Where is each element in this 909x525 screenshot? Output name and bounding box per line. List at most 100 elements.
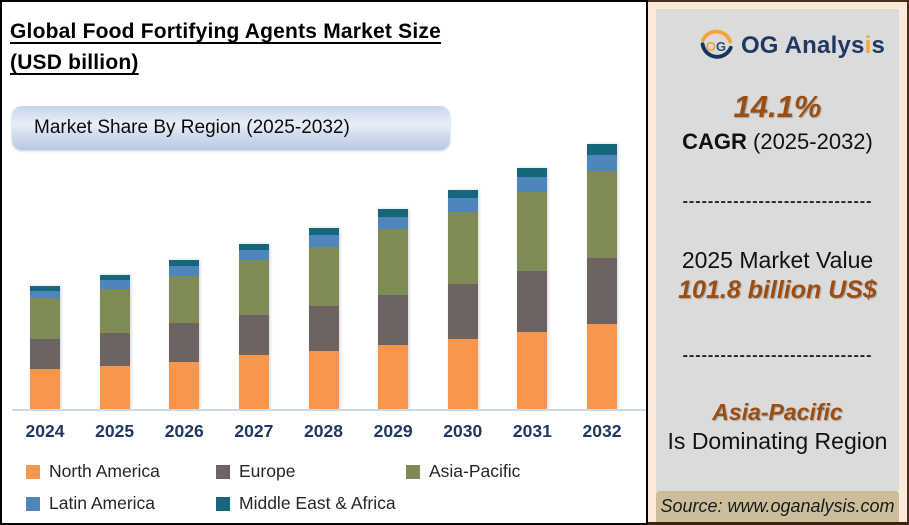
bar-segment-europe xyxy=(99,332,130,367)
bar-segment-middle-east-africa xyxy=(308,228,339,236)
bar-2028 xyxy=(308,228,339,409)
sidebar: OG OG Analysis 14.1% CAGR (2025-2032) --… xyxy=(648,0,909,525)
brand-name-pre: OG Analys xyxy=(740,32,865,59)
cagr-label-bold: CAGR xyxy=(682,129,747,154)
legend-item-north-america: North America xyxy=(26,461,216,482)
bar-segment-europe xyxy=(517,271,548,332)
dominating-region: Asia-Pacific xyxy=(712,399,843,425)
legend-item-europe: Europe xyxy=(216,461,406,482)
bar-2027 xyxy=(238,243,269,409)
source-footer: Source: www.oganalysis.com xyxy=(656,491,899,522)
svg-text:OG: OG xyxy=(706,39,726,54)
bar-segment-latin-america xyxy=(587,154,617,171)
bar-2026 xyxy=(169,260,200,409)
chart-title-line1: Global Food Fortifying Agents Market Siz… xyxy=(10,20,441,43)
bar-segment-latin-america xyxy=(238,250,269,261)
bar-2029 xyxy=(378,208,409,409)
chart-panel: Global Food Fortifying Agents Market Siz… xyxy=(0,0,648,525)
bar-segment-europe xyxy=(587,258,617,324)
legend-label-middle-east-africa: Middle East & Africa xyxy=(239,493,396,513)
year-label-2024: 2024 xyxy=(25,421,65,441)
bars-row xyxy=(30,124,617,409)
brand-name-accent: i xyxy=(864,32,872,59)
cagr-label: CAGR (2025-2032) xyxy=(682,129,873,155)
bar-segment-north-america xyxy=(517,331,548,409)
legend: North America Europe Asia-Pacific Latin Ame… xyxy=(26,461,520,514)
brand-name: OG Analysis xyxy=(741,32,885,60)
bar-segment-latin-america xyxy=(169,266,200,276)
legend-swatch-middle-east-africa xyxy=(216,496,230,511)
bar-segment-europe xyxy=(169,323,200,362)
bar-segment-middle-east-africa xyxy=(169,260,200,267)
legend-swatch-latin-america xyxy=(26,496,40,511)
bar-segment-middle-east-africa xyxy=(378,208,409,218)
sidebar-inner: OG OG Analysis 14.1% CAGR (2025-2032) --… xyxy=(656,9,899,491)
dominating-region-label: Is Dominating Region xyxy=(667,428,888,454)
cagr-value: 14.1% xyxy=(733,89,822,124)
year-label-2031: 2031 xyxy=(512,421,552,441)
bar-segment-north-america xyxy=(169,361,200,409)
bar-2025 xyxy=(99,274,130,409)
bar-segment-middle-east-africa xyxy=(517,167,548,178)
year-label-2027: 2027 xyxy=(234,421,274,441)
bar-segment-north-america xyxy=(447,339,478,409)
year-label-2032: 2032 xyxy=(582,421,622,441)
bar-segment-north-america xyxy=(587,323,617,409)
bar-segment-latin-america xyxy=(378,217,409,230)
market-value-label: 2025 Market Value xyxy=(681,247,874,273)
bar-2031 xyxy=(517,167,548,409)
bar-segment-europe xyxy=(308,305,339,351)
bar-segment-middle-east-africa xyxy=(238,243,269,251)
bar-segment-middle-east-africa xyxy=(587,143,617,155)
chart-title-line2: (USD billion) xyxy=(10,51,139,74)
bar-segment-north-america xyxy=(238,355,269,409)
divider-top: ------------------------------ xyxy=(682,193,873,210)
brand-name-post: s xyxy=(871,32,885,59)
legend-swatch-europe xyxy=(216,464,230,479)
bar-segment-north-america xyxy=(308,350,339,409)
bar-segment-europe xyxy=(238,315,269,356)
year-label-2025: 2025 xyxy=(95,421,135,441)
og-analysis-logo-icon: OG xyxy=(700,29,733,59)
bar-segment-asia-pacific xyxy=(99,288,130,333)
divider-bottom: ------------------------------ xyxy=(682,347,873,364)
chart-title: Global Food Fortifying Agents Market Siz… xyxy=(10,16,441,78)
bar-segment-middle-east-africa xyxy=(99,274,130,281)
bar-segment-asia-pacific xyxy=(30,298,60,340)
bar-segment-middle-east-africa xyxy=(447,189,478,199)
region-badge-label: Market Share By Region (2025-2032) xyxy=(34,117,350,138)
bar-segment-europe xyxy=(447,283,478,340)
bar-segment-asia-pacific xyxy=(447,211,478,284)
year-label-2029: 2029 xyxy=(373,421,413,441)
legend-item-asia-pacific: Asia-Pacific xyxy=(406,461,520,482)
legend-swatch-north-america xyxy=(26,464,40,479)
cagr-label-period: (2025-2032) xyxy=(746,129,873,154)
market-value: 101.8 billion US$ xyxy=(678,276,877,304)
bar-2030 xyxy=(447,189,478,409)
year-label-2030: 2030 xyxy=(443,421,483,441)
bar-segment-asia-pacific xyxy=(169,275,200,324)
bar-segment-latin-america xyxy=(30,290,60,299)
year-label-2026: 2026 xyxy=(164,421,204,441)
region-badge: Market Share By Region (2025-2032) xyxy=(12,106,450,150)
bar-segment-europe xyxy=(378,294,409,345)
bar-segment-asia-pacific xyxy=(587,170,617,259)
x-axis-line xyxy=(12,409,646,411)
bar-segment-europe xyxy=(30,339,60,370)
bar-segment-asia-pacific xyxy=(378,229,409,295)
bar-segment-middle-east-africa xyxy=(30,285,60,291)
bar-segment-asia-pacific xyxy=(238,260,269,316)
bar-segment-north-america xyxy=(99,366,130,409)
legend-label-north-america: North America xyxy=(49,461,160,481)
legend-item-middle-east-africa: Middle East & Africa xyxy=(216,493,406,514)
bar-segment-latin-america xyxy=(517,177,548,192)
year-label-2028: 2028 xyxy=(304,421,343,441)
year-labels-row: 2024 2025 2026 2027 2028 2029 2030 2031 2032 xyxy=(25,421,622,442)
bar-segment-latin-america xyxy=(447,198,478,212)
brand-logo: OG OG Analysis xyxy=(697,27,885,65)
legend-label-latin-america: Latin America xyxy=(49,493,156,513)
bar-segment-asia-pacific xyxy=(308,246,339,306)
source-text: Source: www.oganalysis.com xyxy=(660,496,895,516)
legend-label-asia-pacific: Asia-Pacific xyxy=(429,461,521,481)
legend-item-latin-america: Latin America xyxy=(26,493,216,514)
